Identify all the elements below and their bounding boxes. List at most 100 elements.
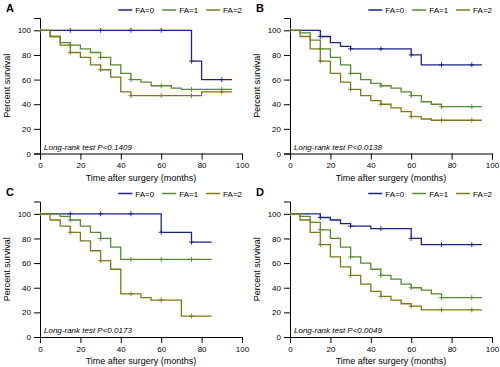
tick-mark	[34, 288, 40, 289]
censor-mark	[409, 304, 414, 309]
legend-entry: FA=1	[412, 6, 448, 15]
panel: 020406080100020406080100Time after surge…	[252, 2, 500, 183]
censor-mark	[68, 211, 73, 216]
annotation: Long-rank test P<0.1409	[44, 143, 132, 152]
censor-mark	[378, 102, 383, 107]
y-axis-title: Percent survival	[252, 54, 262, 118]
censor-mark	[290, 211, 293, 216]
tick-label: 40	[367, 345, 376, 354]
censor-mark	[348, 273, 353, 278]
tick: 60	[157, 337, 166, 354]
censor-mark	[159, 298, 164, 303]
legend-entry: FA=2	[206, 190, 242, 199]
x-axis: 020406080100	[288, 337, 499, 354]
tick: 60	[157, 154, 166, 171]
tick-mark	[284, 312, 290, 313]
censor-mark	[469, 242, 474, 247]
censor-mark	[469, 295, 474, 300]
x-axis-title: Time after surgery (months)	[336, 356, 447, 366]
tick: 80	[448, 337, 457, 354]
censor-mark	[128, 93, 133, 98]
tick-mark	[34, 129, 40, 130]
legend-entry: FA=0	[118, 6, 154, 15]
censor-mark	[439, 104, 444, 109]
panel-label: A	[6, 2, 14, 14]
censor-mark	[98, 236, 103, 241]
tick-mark	[284, 30, 290, 31]
censor-mark	[189, 87, 194, 92]
tick-label: 100	[18, 26, 32, 35]
tick-mark	[161, 337, 162, 343]
figure: 0 20 40 60 80 100 0 20 40 60 80 100 Time after surge…	[0, 0, 500, 367]
censor-mark	[469, 104, 474, 109]
censor-mark	[40, 211, 43, 216]
tick-label: 20	[326, 345, 335, 354]
censor-mark	[189, 93, 194, 98]
tick-label: 80	[22, 235, 31, 244]
legend-entry: FA=1	[412, 190, 448, 199]
tick-label: 0	[38, 345, 43, 354]
tick-mark	[284, 214, 290, 215]
censor-mark	[318, 227, 323, 232]
axis-line	[34, 19, 41, 155]
tick-label: 60	[407, 161, 416, 170]
censor-mark	[439, 62, 444, 67]
tick-label: 20	[76, 345, 85, 354]
censor-mark	[290, 28, 293, 33]
tick-mark	[284, 263, 290, 264]
legend-entry: FA=0	[368, 6, 404, 15]
tick-label: 60	[157, 161, 166, 170]
tick: 40	[272, 100, 290, 109]
tick-label: 60	[272, 259, 281, 268]
censor-mark	[348, 87, 353, 92]
x-axis: 020406080100	[38, 337, 249, 354]
legend-swatch	[456, 193, 470, 195]
x-axis: 020406080100	[288, 154, 499, 171]
legend-entry: FA=1	[162, 190, 198, 199]
tick: 80	[22, 51, 40, 60]
tick-label: 0	[27, 333, 32, 342]
legend-label: FA=0	[385, 6, 404, 15]
tick-label: 100	[486, 345, 500, 354]
tick-mark	[492, 337, 493, 343]
legend-label: FA=2	[473, 6, 492, 15]
legend-swatch	[206, 193, 220, 195]
tick-mark	[121, 154, 122, 160]
tick-label: 100	[486, 161, 500, 170]
censor-mark	[290, 28, 293, 33]
legend-label: FA=0	[385, 190, 404, 199]
tick: 100	[268, 210, 290, 219]
censor-mark	[98, 258, 103, 263]
tick-label: 80	[272, 235, 281, 244]
censor-mark	[189, 59, 194, 64]
censor-mark	[469, 118, 474, 123]
plot-area	[40, 28, 232, 98]
tick-mark	[202, 154, 203, 160]
censor-mark	[378, 226, 383, 231]
legend-entry: FA=0	[118, 190, 154, 199]
survival-curve	[40, 30, 232, 79]
censor-mark	[348, 71, 353, 76]
tick-mark	[284, 238, 290, 239]
plot-area	[40, 211, 212, 318]
censor-mark	[439, 307, 444, 312]
legend-label: FA=2	[473, 190, 492, 199]
tick: 100	[18, 26, 40, 35]
censor-mark	[409, 285, 414, 290]
survival-curve	[290, 30, 482, 106]
y-axis-title: Percent survival	[2, 54, 12, 118]
censor-mark	[318, 242, 323, 247]
censor-mark	[40, 28, 43, 33]
tick-label: 40	[367, 161, 376, 170]
tick-label: 40	[22, 284, 31, 293]
tick: 80	[198, 154, 207, 171]
tick: 100	[236, 154, 250, 171]
tick-mark	[34, 104, 40, 105]
y-axis: 020406080100	[18, 19, 41, 159]
tick: 0	[27, 150, 40, 159]
axis-line	[291, 154, 493, 160]
tick-mark	[242, 154, 243, 160]
tick-mark	[80, 337, 81, 343]
tick-mark	[284, 80, 290, 81]
panel-label: D	[256, 186, 264, 198]
